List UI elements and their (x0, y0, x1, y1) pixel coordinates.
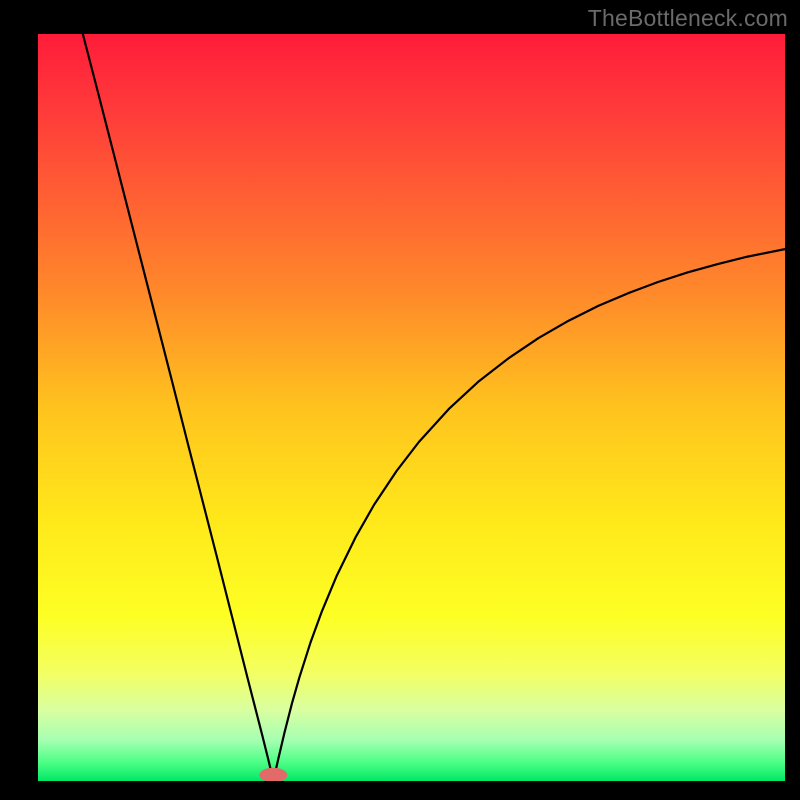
gradient-background (38, 34, 785, 781)
chart-svg (38, 34, 785, 781)
watermark-text: TheBottleneck.com (588, 5, 788, 32)
chart-frame: TheBottleneck.com (0, 0, 800, 800)
bottleneck-chart (38, 34, 785, 781)
minimum-marker (260, 768, 287, 781)
